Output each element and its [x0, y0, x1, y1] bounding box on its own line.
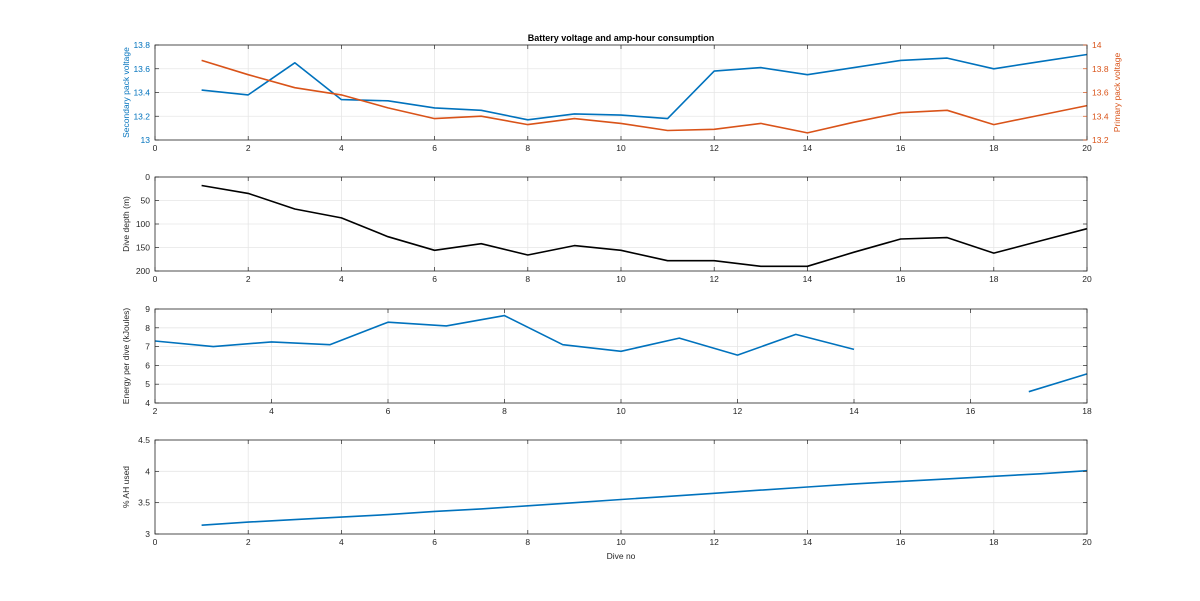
x-tick-label: 20	[1082, 143, 1092, 153]
y-tick-label: 100	[136, 219, 150, 229]
x-tick-label: 14	[803, 274, 813, 284]
x-tick-label: 18	[989, 537, 999, 547]
y-tick-label: 13.6	[133, 64, 150, 74]
y-axis-label: Dive depth (m)	[121, 196, 131, 252]
y-tick-label: 4	[145, 466, 150, 476]
y-tick-label: 13.4	[133, 88, 150, 98]
x-tick-label: 10	[616, 406, 626, 416]
x-tick-label: 6	[432, 537, 437, 547]
y-right-tick-label: 13.2	[1092, 135, 1109, 145]
series-line-1	[201, 53, 1088, 121]
x-tick-label: 12	[733, 406, 743, 416]
x-tick-label: 2	[246, 143, 251, 153]
y-tick-label: 13	[141, 135, 151, 145]
y-tick-label: 9	[145, 304, 150, 314]
x-tick-label: 8	[525, 537, 530, 547]
x-tick-label: 8	[525, 274, 530, 284]
x-tick-label: 8	[502, 406, 507, 416]
x-tick-label: 8	[525, 143, 530, 153]
x-tick-label: 16	[896, 274, 906, 284]
x-tick-label: 14	[849, 406, 859, 416]
x-tick-label: 14	[803, 537, 813, 547]
x-tick-label: 4	[339, 537, 344, 547]
x-tick-label: 16	[896, 537, 906, 547]
subplot-panels: 0 2 4 6 8 10 12 14 16 18 201313.213.413.613.813.21…	[121, 40, 1122, 547]
x-tick-label: 18	[1082, 406, 1092, 416]
x-tick-label: 12	[709, 274, 719, 284]
x-axis-label: Dive no	[607, 551, 636, 561]
x-tick-label: 18	[989, 143, 999, 153]
chart-title: Battery voltage and amp-hour consumption	[528, 33, 715, 43]
y-axis-label: % AH used	[121, 466, 131, 508]
series-line-1	[201, 184, 1088, 268]
x-tick-label: 6	[386, 406, 391, 416]
series-line-1-segment-2	[1028, 373, 1088, 393]
x-tick-label: 4	[339, 274, 344, 284]
x-tick-label: 18	[989, 274, 999, 284]
y-axis-label-right: Primary pack voltage	[1112, 53, 1122, 133]
series-line-2	[201, 59, 1088, 134]
y-tick-label: 5	[145, 379, 150, 389]
y-tick-label: 7	[145, 342, 150, 352]
x-tick-label: 2	[246, 537, 251, 547]
x-tick-label: 0	[153, 143, 158, 153]
x-tick-label: 6	[432, 274, 437, 284]
y-right-tick-label: 13.6	[1092, 88, 1109, 98]
x-tick-label: 10	[616, 537, 626, 547]
series-line-1-segment-1	[154, 314, 855, 356]
subplot-4: 0 2 4 6 8 10 12 14 16 18 20 3 3.5 4 4.5 % AH used	[121, 435, 1092, 547]
y-tick-label: 0	[145, 172, 150, 182]
x-tick-label: 4	[269, 406, 274, 416]
x-tick-label: 12	[709, 143, 719, 153]
x-tick-label: 2	[246, 274, 251, 284]
y-axis-label: Energy per dive (kJoules)	[121, 308, 131, 405]
x-tick-label: 16	[896, 143, 906, 153]
y-tick-label: 4.5	[138, 435, 150, 445]
x-tick-label: 10	[616, 274, 626, 284]
y-tick-label: 6	[145, 360, 150, 370]
x-tick-label: 16	[966, 406, 976, 416]
y-tick-label: 200	[136, 266, 150, 276]
x-tick-label: 0	[153, 274, 158, 284]
x-tick-label: 4	[339, 143, 344, 153]
x-tick-label: 10	[616, 143, 626, 153]
y-right-tick-label: 14	[1092, 40, 1102, 50]
x-tick-label: 12	[709, 537, 719, 547]
x-tick-label: 6	[432, 143, 437, 153]
y-right-tick-label: 13.8	[1092, 64, 1109, 74]
y-tick-label: 13.2	[133, 111, 150, 121]
y-right-tick-label: 13.4	[1092, 111, 1109, 121]
x-tick-label: 0	[153, 537, 158, 547]
x-tick-label: 20	[1082, 274, 1092, 284]
y-tick-label: 4	[145, 398, 150, 408]
x-tick-label: 20	[1082, 537, 1092, 547]
y-axis-label: Secondary pack voltage	[121, 47, 131, 138]
y-tick-label: 13.8	[133, 40, 150, 50]
series-line-1	[201, 469, 1088, 526]
y-tick-label: 3	[145, 529, 150, 539]
y-tick-label: 50	[141, 196, 151, 206]
y-tick-label: 150	[136, 243, 150, 253]
x-tick-label: 14	[803, 143, 813, 153]
subplot-1: 0 2 4 6 8 10 12 14 16 18 20 13 13.2 13.4 13.6 13.8 13.2 1…	[121, 40, 1122, 153]
y-tick-label: 8	[145, 323, 150, 333]
y-tick-label: 3.5	[138, 498, 150, 508]
x-tick-label: 2	[153, 406, 158, 416]
